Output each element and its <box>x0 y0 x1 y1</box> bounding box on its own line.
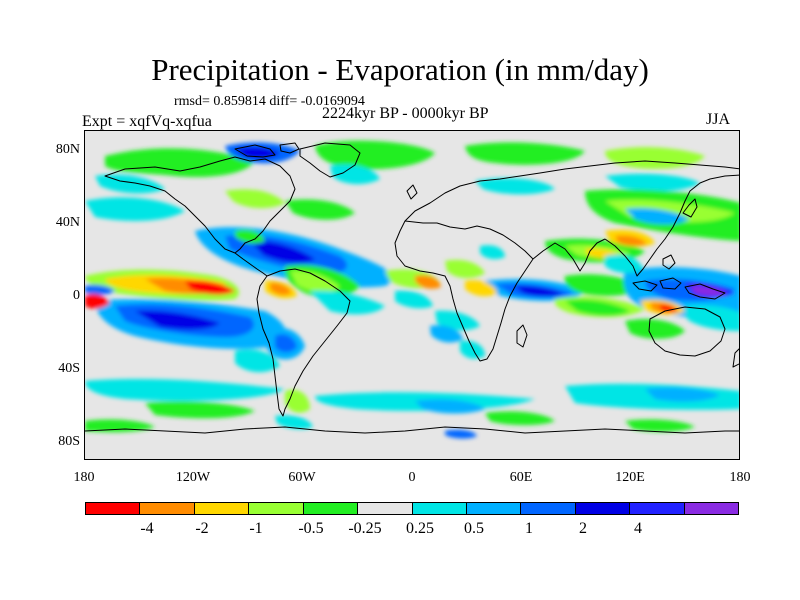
lat-label-80n: 80N <box>55 142 80 157</box>
colorbar-box <box>630 503 685 514</box>
colorbar-label: -2 <box>195 520 209 537</box>
map-svg <box>85 131 739 459</box>
map-panel <box>84 130 740 460</box>
colorbar-label: -0.25 <box>348 520 382 537</box>
colorbar-label: 0.5 <box>464 520 484 537</box>
colorbar-box <box>86 503 141 514</box>
colorbar-box <box>140 503 195 514</box>
season-label: JJA <box>706 111 731 128</box>
lon-label-60e: 60E <box>509 470 533 485</box>
colorbar-label: 1 <box>525 520 533 537</box>
colorbar-box <box>684 503 739 514</box>
period-label: 2224kyr BP - 0000kyr BP <box>322 105 489 122</box>
colorbar-box <box>521 503 576 514</box>
experiment-label: Expt = xqfVq-xqfua <box>82 113 212 130</box>
lon-label-120e: 120E <box>615 470 645 485</box>
colorbar-box <box>466 503 522 514</box>
colorbar-label: 2 <box>579 520 587 537</box>
lat-label-eq: 0 <box>73 288 80 303</box>
colorbar-box <box>412 503 467 514</box>
colorbar-label: -1 <box>249 520 263 537</box>
colorbar-label: 4 <box>634 520 642 537</box>
colorbar-box <box>303 503 359 514</box>
stats-text: rmsd= 0.859814 diff= -0.0169094 <box>174 94 365 109</box>
colorbar-box <box>575 503 631 514</box>
colorbar-label: 0.25 <box>406 520 434 537</box>
lat-label-40n: 40N <box>55 215 80 230</box>
colorbar-box <box>249 503 304 514</box>
lon-label-120w: 120W <box>175 470 211 485</box>
colorbar-label: -4 <box>140 520 154 537</box>
lat-label-80s: 80S <box>58 434 80 449</box>
lon-label-0: 0 <box>408 470 416 485</box>
plot-title: Precipitation - Evaporation (in mm/day) <box>151 52 649 87</box>
lat-label-40s: 40S <box>58 361 80 376</box>
lon-label-60w: 60W <box>288 470 316 485</box>
colorbar-box <box>194 503 250 514</box>
colorbar-box <box>358 503 413 514</box>
colorbar-label: -0.5 <box>298 520 324 537</box>
lon-label-180e: 180 <box>729 470 751 485</box>
lon-label-180w: 180 <box>73 470 95 485</box>
coastlines <box>85 142 739 434</box>
colorbar <box>85 502 739 515</box>
